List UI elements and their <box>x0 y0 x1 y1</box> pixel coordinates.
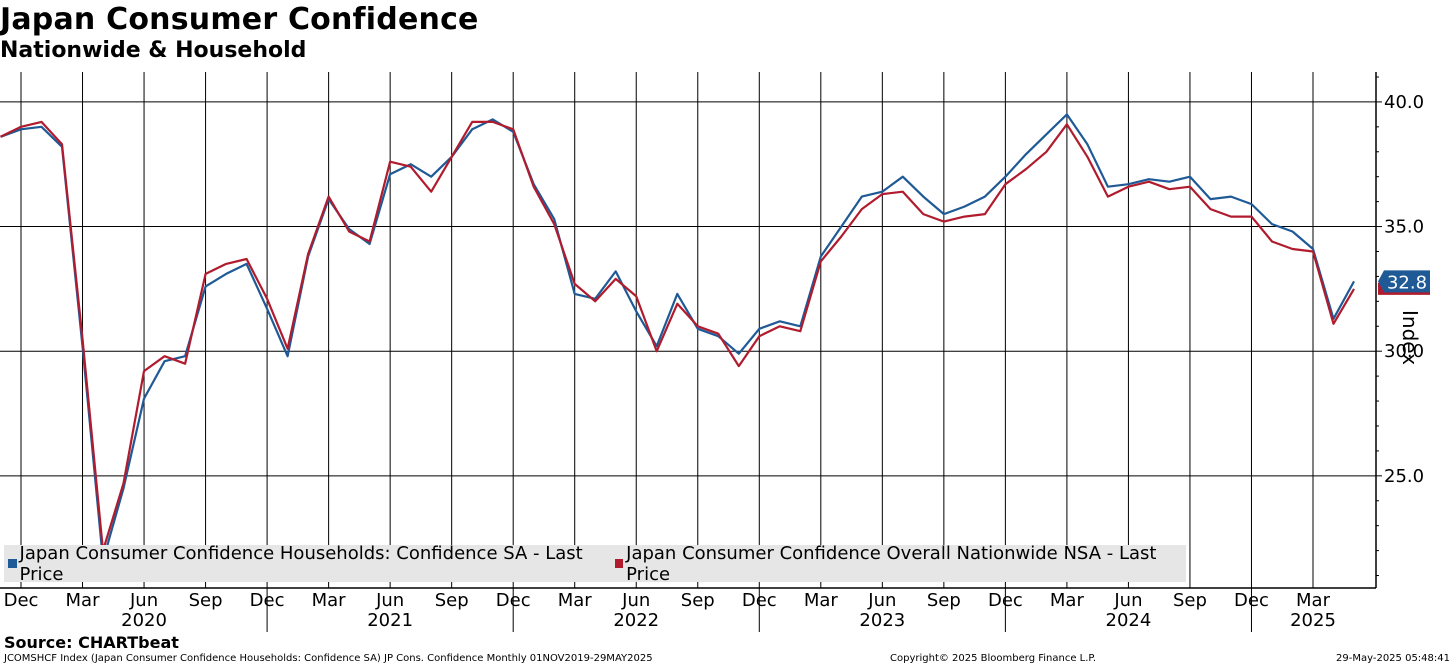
x-tick-label: Jun <box>867 590 896 611</box>
year-label: 2024 <box>1106 610 1152 631</box>
year-label: 2025 <box>1290 610 1336 631</box>
x-tick-label: Mar <box>1050 590 1085 611</box>
x-tick-label: Sep <box>681 590 715 611</box>
legend-item-nationwide: Japan Consumer Confidence Overall Nation… <box>611 543 1176 585</box>
x-tick-label: Mar <box>558 590 593 611</box>
last-value-label: 32.8 <box>1387 272 1427 293</box>
y-tick-label: 40.0 <box>1384 92 1424 113</box>
x-tick-label: Sep <box>927 590 961 611</box>
x-tick-label: Mar <box>1296 590 1331 611</box>
footer-timestamp: 29-May-2025 05:48:41 <box>1336 653 1450 664</box>
legend: Japan Consumer Confidence Households: Co… <box>4 543 1186 585</box>
x-tick-label: Jun <box>375 590 404 611</box>
x-tick-label: Sep <box>1173 590 1207 611</box>
chart-subtitle: Nationwide & Household <box>0 38 307 63</box>
x-tick-label: Jun <box>1113 590 1142 611</box>
x-tick-label: Dec <box>4 590 39 611</box>
legend-label-households: Japan Consumer Confidence Households: Co… <box>19 542 583 585</box>
x-tick-label: Sep <box>189 590 223 611</box>
chart-title: Japan Consumer Confidence <box>0 2 479 37</box>
y-axis-title: Index <box>1398 310 1422 366</box>
x-tick-label: Jun <box>129 590 158 611</box>
x-tick-label: Mar <box>66 590 101 611</box>
legend-swatch-nationwide <box>614 559 624 568</box>
year-label: 2022 <box>613 610 659 631</box>
y-tick-label: 35.0 <box>1384 217 1424 238</box>
year-label: 2020 <box>121 610 167 631</box>
legend-item-households: Japan Consumer Confidence Households: Co… <box>4 543 601 585</box>
last-value-tag-households <box>1378 270 1430 293</box>
footer-copyright: Copyright© 2025 Bloomberg Finance L.P. <box>890 653 1097 664</box>
x-tick-label: Mar <box>312 590 347 611</box>
series-line-nationwide <box>0 120 1355 552</box>
year-label: 2021 <box>367 610 413 631</box>
y-tick-label: 25.0 <box>1384 466 1424 487</box>
x-tick-label: Sep <box>435 590 469 611</box>
series-line-households <box>0 113 1355 562</box>
footer-description: JCOMSHCF Index (Japan Consumer Confidenc… <box>4 653 653 664</box>
legend-label-nationwide: Japan Consumer Confidence Overall Nation… <box>626 542 1157 585</box>
legend-swatch-households <box>8 559 17 568</box>
year-label: 2023 <box>859 610 905 631</box>
x-tick-label: Jun <box>621 590 650 611</box>
x-tick-label: Mar <box>804 590 839 611</box>
source-label: Source: CHARTbeat <box>4 633 179 652</box>
y-tick-label: 30.0 <box>1384 341 1424 362</box>
